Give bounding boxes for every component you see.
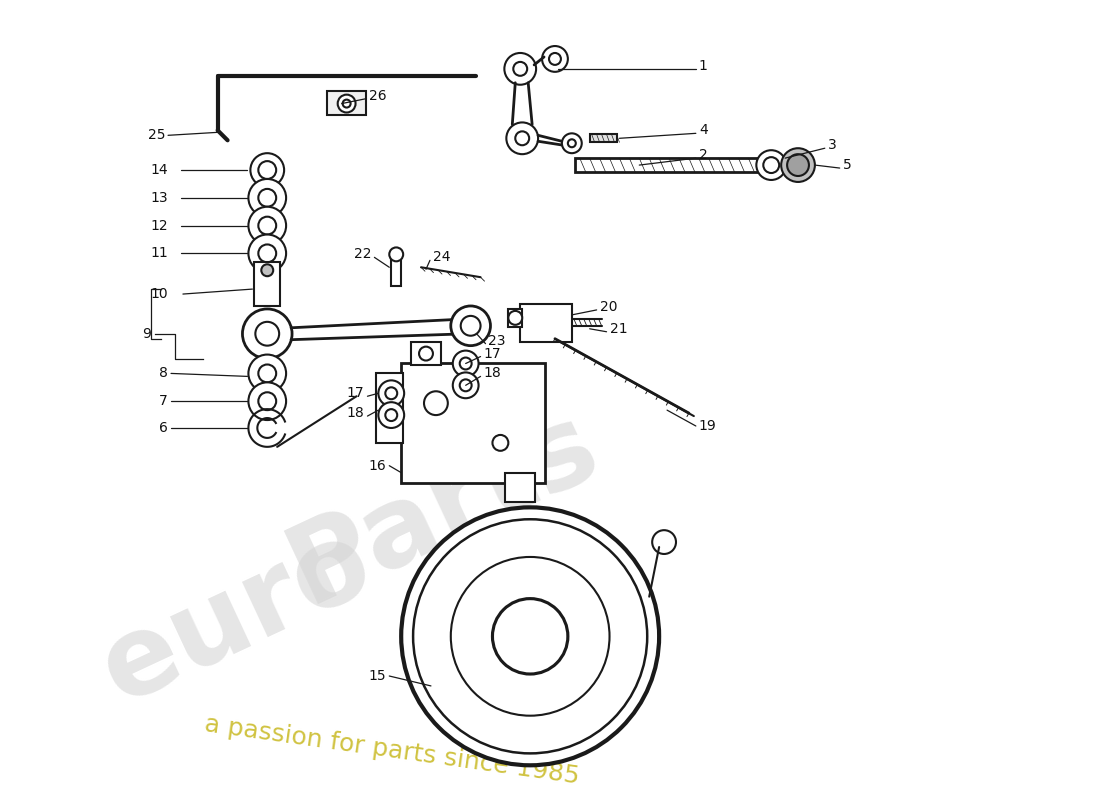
Circle shape xyxy=(562,134,582,153)
Circle shape xyxy=(493,435,508,451)
Circle shape xyxy=(402,507,659,766)
Circle shape xyxy=(262,264,273,276)
Text: 5: 5 xyxy=(843,158,851,172)
Text: 6: 6 xyxy=(160,421,168,435)
Circle shape xyxy=(652,530,676,554)
Circle shape xyxy=(258,161,276,179)
Bar xyxy=(508,309,522,326)
Circle shape xyxy=(460,358,472,370)
Bar xyxy=(411,342,441,366)
Text: 17: 17 xyxy=(484,346,502,361)
Circle shape xyxy=(242,309,293,358)
Circle shape xyxy=(419,346,433,361)
Circle shape xyxy=(251,153,284,187)
Bar xyxy=(402,363,544,482)
Circle shape xyxy=(258,189,276,206)
Circle shape xyxy=(258,392,276,410)
Circle shape xyxy=(542,46,568,72)
Text: a passion for parts since 1985: a passion for parts since 1985 xyxy=(202,712,581,789)
Text: 23: 23 xyxy=(488,334,506,348)
Text: 24: 24 xyxy=(433,250,450,264)
Circle shape xyxy=(757,150,786,180)
Circle shape xyxy=(515,131,529,146)
Text: 20: 20 xyxy=(600,300,617,314)
Circle shape xyxy=(788,154,808,176)
Text: 8: 8 xyxy=(160,366,168,381)
Circle shape xyxy=(385,387,397,399)
Circle shape xyxy=(338,94,355,113)
Circle shape xyxy=(549,53,561,65)
Circle shape xyxy=(249,206,286,245)
Circle shape xyxy=(514,62,527,76)
Bar xyxy=(392,254,402,286)
Circle shape xyxy=(414,519,647,754)
Bar xyxy=(590,134,617,142)
Circle shape xyxy=(462,317,480,334)
Circle shape xyxy=(508,311,522,325)
Circle shape xyxy=(451,306,491,346)
Text: 4: 4 xyxy=(698,123,707,138)
Text: euro: euro xyxy=(84,508,388,726)
Text: 18: 18 xyxy=(484,366,502,381)
Text: 26: 26 xyxy=(370,89,387,102)
Text: 18: 18 xyxy=(346,406,364,420)
Circle shape xyxy=(343,100,351,107)
Text: 15: 15 xyxy=(368,669,386,683)
Bar xyxy=(376,374,404,443)
Circle shape xyxy=(258,245,276,262)
Circle shape xyxy=(389,247,404,262)
Bar xyxy=(327,90,366,115)
Text: 25: 25 xyxy=(147,128,165,142)
Circle shape xyxy=(378,402,404,428)
Circle shape xyxy=(249,354,286,392)
Circle shape xyxy=(453,350,478,376)
Circle shape xyxy=(453,373,478,398)
Text: 9: 9 xyxy=(142,326,151,341)
Text: 12: 12 xyxy=(151,218,168,233)
Circle shape xyxy=(249,382,286,420)
Text: 16: 16 xyxy=(368,458,386,473)
Circle shape xyxy=(451,557,609,716)
Circle shape xyxy=(505,53,536,85)
Bar xyxy=(520,304,572,342)
Text: 7: 7 xyxy=(160,394,168,408)
Circle shape xyxy=(424,391,448,415)
Circle shape xyxy=(249,234,286,272)
Circle shape xyxy=(506,122,538,154)
Circle shape xyxy=(378,380,404,406)
Text: 11: 11 xyxy=(151,246,168,260)
Circle shape xyxy=(461,316,481,336)
Bar xyxy=(505,473,535,502)
Circle shape xyxy=(385,409,397,421)
Text: 2: 2 xyxy=(698,148,707,162)
Circle shape xyxy=(258,365,276,382)
Text: 22: 22 xyxy=(354,247,372,262)
Circle shape xyxy=(258,217,276,234)
Text: Parts: Parts xyxy=(272,390,614,625)
Bar xyxy=(575,158,758,172)
Text: 19: 19 xyxy=(698,419,716,433)
Circle shape xyxy=(763,157,779,173)
Circle shape xyxy=(255,322,279,346)
Text: 1: 1 xyxy=(698,59,707,73)
Text: 3: 3 xyxy=(828,138,836,152)
Text: 10: 10 xyxy=(151,287,168,301)
Circle shape xyxy=(493,598,568,674)
Circle shape xyxy=(568,139,575,147)
Text: 21: 21 xyxy=(609,322,627,336)
Circle shape xyxy=(249,179,286,217)
Text: 17: 17 xyxy=(346,386,364,400)
Circle shape xyxy=(781,148,815,182)
Text: 14: 14 xyxy=(151,163,168,177)
Bar xyxy=(254,262,280,306)
Text: 13: 13 xyxy=(151,191,168,205)
Circle shape xyxy=(460,379,472,391)
